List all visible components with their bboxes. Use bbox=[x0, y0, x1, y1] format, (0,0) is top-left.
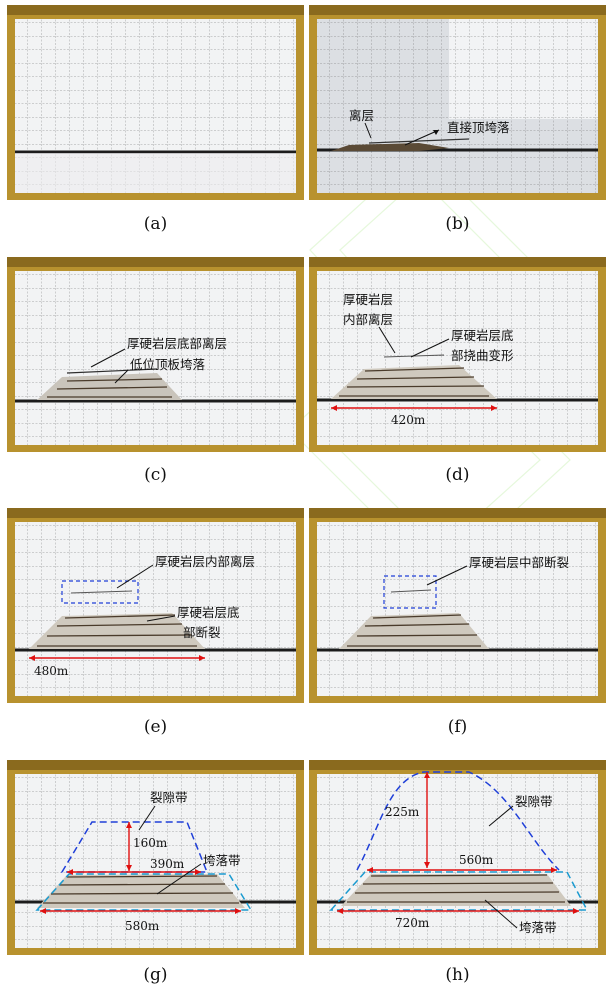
label-internal-separation: 内部离层 bbox=[343, 312, 393, 327]
label-caved-zone: 垮落带 bbox=[203, 853, 241, 868]
caption-b: (b) bbox=[309, 214, 606, 234]
label-separation: 离层 bbox=[349, 108, 374, 123]
label-bottom-layer: 厚硬岩层底 bbox=[177, 605, 240, 620]
caption-h: (h) bbox=[309, 965, 606, 985]
label-roof-collapse: 直接顶垮落 bbox=[447, 120, 510, 135]
label-thick-hard-layer: 厚硬岩层 bbox=[343, 292, 393, 307]
span-length: 420m bbox=[391, 413, 426, 427]
label-caved-zone: 垮落带 bbox=[519, 920, 557, 935]
label-fractured-zone: 裂隙带 bbox=[150, 790, 188, 805]
panel-g: 160m 390m 580m 裂隙带 垮落带 bbox=[7, 760, 304, 955]
panel-d: 厚硬岩层 内部离层 厚硬岩层底 部挠曲变形 420m bbox=[309, 257, 606, 452]
panel-b: 离层 直接顶垮落 bbox=[309, 5, 606, 200]
label-separation: 厚硬岩层底部离层 bbox=[127, 336, 227, 351]
panel-e: 厚硬岩层内部离层 厚硬岩层底 部断裂 480m bbox=[7, 508, 304, 703]
label-fracture: 部断裂 bbox=[183, 625, 221, 640]
top-span: 560m bbox=[459, 853, 494, 867]
caption-f: (f) bbox=[309, 717, 606, 737]
span-length: 480m bbox=[34, 664, 69, 678]
label-bottom-layer: 厚硬岩层底 bbox=[451, 328, 514, 343]
caption-e: (e) bbox=[7, 717, 304, 737]
panel-a bbox=[7, 5, 304, 200]
panel-f: 厚硬岩层中部断裂 bbox=[309, 508, 606, 703]
label-fractured-zone: 裂隙带 bbox=[515, 794, 553, 809]
label-middle-fracture: 厚硬岩层中部断裂 bbox=[469, 555, 569, 570]
caption-d: (d) bbox=[309, 465, 606, 485]
label-internal-separation: 厚硬岩层内部离层 bbox=[155, 554, 255, 569]
caption-g: (g) bbox=[7, 965, 304, 985]
top-span: 390m bbox=[150, 857, 185, 871]
label-bending: 部挠曲变形 bbox=[451, 348, 514, 363]
panel-c: 厚硬岩层底部离层 低位顶板垮落 bbox=[7, 257, 304, 452]
bottom-span: 580m bbox=[125, 919, 160, 933]
fracture-height: 160m bbox=[133, 836, 168, 850]
label-roof-collapse: 低位顶板垮落 bbox=[130, 357, 206, 372]
caption-c: (c) bbox=[7, 465, 304, 485]
panel-h: 225m 560m 720m 裂隙带 垮落带 bbox=[309, 760, 606, 955]
caption-a: (a) bbox=[7, 214, 304, 234]
fracture-height: 225m bbox=[385, 805, 420, 819]
bottom-span: 720m bbox=[395, 916, 430, 930]
